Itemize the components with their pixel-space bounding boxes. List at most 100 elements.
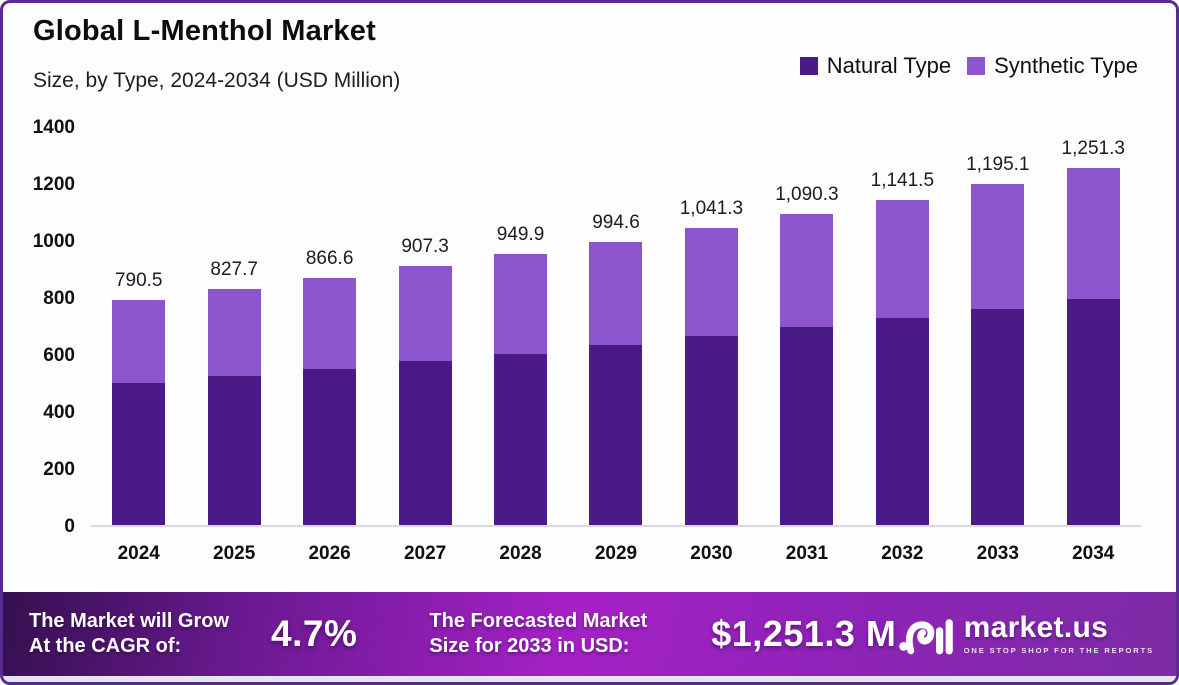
bar-segment-natural (684, 335, 738, 525)
forecast-value: $1,251.3 M (711, 613, 897, 654)
bar-stack (207, 289, 261, 525)
bar-stack (494, 254, 548, 525)
bar-total-label: 1,195.1 (966, 154, 1030, 176)
bar-stack (684, 228, 738, 525)
bar-total-label: 866.6 (305, 248, 354, 270)
bar-segment-synthetic (875, 199, 929, 319)
bar-group-2025: 827.7 (186, 128, 281, 525)
forecast-label: The Forecasted Market Size for 2033 in U… (429, 609, 647, 659)
bar-segment-synthetic (207, 289, 261, 377)
plot-area: 790.5 827.7 866.6 907.3 949.9 994.6 1,041.3 1,0… (91, 128, 1141, 527)
chart-area: 1400 1200 1000 800 600 400 200 0 790.5 827.7 866.… (3, 111, 1176, 592)
x-tick-label: 2025 (213, 543, 256, 564)
bar-total-label: 949.9 (496, 224, 545, 246)
page-title: Global L-Menthol Market (33, 15, 376, 47)
bar-segment-natural (875, 318, 929, 525)
bar-group-2031: 1,090.3 (759, 128, 854, 525)
bar-segment-natural (780, 326, 834, 525)
y-tick-label: 200 (43, 459, 75, 480)
legend-item-synthetic: Synthetic Type (967, 53, 1138, 79)
cagr-label-line1: The Market will Grow (29, 610, 230, 632)
bar-group-2026: 866.6 (282, 128, 377, 525)
bar-total-label: 994.6 (592, 211, 640, 233)
bar-stack (971, 184, 1025, 525)
bar-group-2027: 907.3 (377, 128, 472, 525)
bar-group-2032: 1,141.5 (855, 128, 950, 525)
bar-stack (1066, 168, 1120, 525)
x-tick-label: 2030 (690, 543, 733, 564)
bar-group-2030: 1,041.3 (664, 128, 759, 525)
marketus-logo-mark-icon (898, 619, 953, 655)
logo-text-block: market.us ONE STOP SHOP FOR THE REPORTS (963, 611, 1154, 656)
bar-segment-natural (112, 383, 166, 525)
x-tick-label: 2026 (308, 543, 351, 564)
bar-stack (398, 266, 452, 525)
forecast-label-line1: The Forecasted Market (429, 610, 648, 632)
marketus-logo: market.us ONE STOP SHOP FOR THE REPORTS (898, 611, 1154, 657)
bar-segment-synthetic (112, 299, 166, 384)
page-subtitle: Size, by Type, 2024-2034 (USD Million) (33, 69, 401, 92)
y-tick-label: 1200 (32, 174, 75, 195)
bar-segment-synthetic (971, 184, 1025, 309)
bar-segment-natural (303, 369, 357, 525)
y-tick-label: 1000 (32, 231, 75, 252)
x-tick-label: 2034 (1072, 543, 1115, 564)
cagr-banner: The Market will Grow At the CAGR of: 4.7… (3, 592, 1176, 676)
x-tick-label: 2024 (117, 543, 160, 564)
logo-tagline: ONE STOP SHOP FOR THE REPORTS (963, 646, 1154, 655)
bar-total-label: 907.3 (401, 236, 449, 258)
x-tick-label: 2031 (785, 543, 829, 564)
bar-group-2028: 949.9 (473, 128, 568, 525)
bar-total-label: 1,251.3 (1061, 138, 1125, 160)
bar-segment-synthetic (303, 278, 357, 370)
bar-segment-natural (589, 344, 643, 525)
bar-segment-synthetic (494, 254, 548, 354)
bar-segment-synthetic (684, 228, 738, 336)
bar-stack (303, 278, 357, 525)
legend: Natural Type Synthetic Type (799, 53, 1138, 79)
bar-segment-natural (1066, 299, 1120, 525)
legend-swatch-synthetic-icon (967, 57, 986, 75)
legend-label-natural: Natural Type (826, 53, 952, 78)
bottom-strip (3, 676, 1176, 682)
y-tick-label: 0 (64, 516, 75, 537)
x-tick-label: 2032 (881, 543, 924, 564)
y-tick-label: 800 (43, 288, 75, 309)
bar-segment-natural (398, 361, 452, 525)
bar-total-label: 1,041.3 (679, 198, 744, 220)
forecast-label-line2: Size for 2033 in USD: (429, 635, 630, 657)
y-tick-label: 1400 (32, 117, 75, 138)
bar-segment-natural (494, 354, 548, 525)
bar-segment-synthetic (780, 214, 834, 327)
x-tick-label: 2033 (976, 543, 1019, 564)
bar-total-label: 827.7 (210, 259, 258, 281)
bar-segment-synthetic (1066, 168, 1120, 299)
bar-total-label: 1,141.5 (870, 169, 935, 191)
bar-stack (875, 199, 929, 525)
bar-group-2034: 1,251.3 (1046, 128, 1141, 525)
cagr-label: The Market will Grow At the CAGR of: (29, 609, 229, 659)
y-tick-label: 600 (43, 345, 75, 366)
bar-segment-synthetic (589, 241, 643, 345)
bar-stack (780, 214, 834, 525)
cagr-label-line2: At the CAGR of: (29, 635, 182, 657)
legend-item-natural: Natural Type (799, 53, 952, 79)
bar-segment-natural (971, 308, 1025, 525)
bar-segment-natural (207, 376, 261, 525)
bar-total-label: 790.5 (114, 269, 163, 291)
logo-name: market.us (963, 611, 1109, 644)
bars-row: 790.5 827.7 866.6 907.3 949.9 994.6 1,041.3 1,0… (91, 128, 1141, 525)
legend-swatch-natural-icon (799, 57, 818, 75)
x-tick-label: 2028 (499, 543, 542, 564)
bar-group-2033: 1,195.1 (950, 128, 1045, 525)
bar-stack (112, 299, 166, 525)
bar-group-2024: 790.5 (91, 128, 186, 525)
x-tick-label: 2027 (403, 543, 447, 564)
cagr-value: 4.7% (271, 613, 358, 654)
bar-segment-synthetic (398, 266, 452, 362)
bar-total-label: 1,090.3 (775, 184, 839, 206)
x-axis-labels: 2024 2025 2026 2027 2028 2029 2030 2031 2032 2033… (91, 543, 1141, 565)
chart-header: Global L-Menthol Market Size, by Type, 2… (3, 3, 1176, 111)
bar-group-2029: 994.6 (568, 128, 663, 525)
